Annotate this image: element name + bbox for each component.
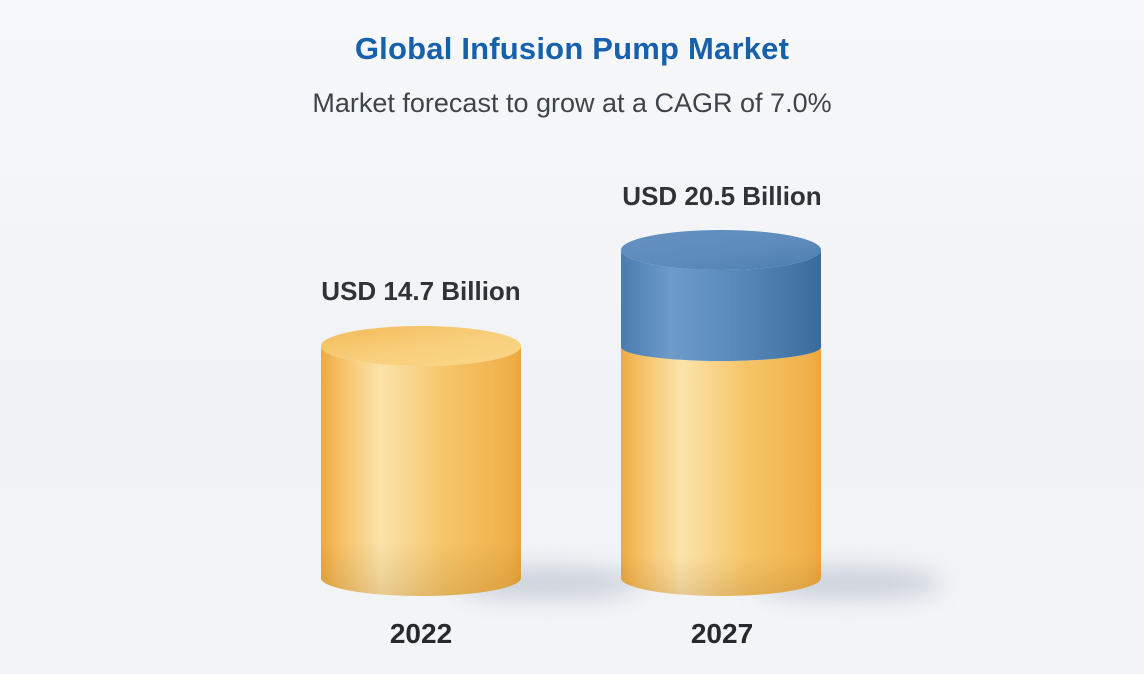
- category-label-2022: 2022: [389, 618, 453, 649]
- page-title: Global Infusion Pump Market: [354, 31, 790, 66]
- cylinder-2027-growth-segment: [621, 250, 821, 361]
- value-label-2027: USD 20.5 Billion: [622, 181, 822, 211]
- cylinder-2027-bottom-shade: [621, 347, 821, 596]
- cylinder-2022: [321, 326, 521, 596]
- cylinder-2022-top: [321, 326, 521, 366]
- page-subtitle: Market forecast to grow at a CAGR of 7.0…: [312, 88, 832, 118]
- category-label-2027: 2027: [690, 618, 754, 649]
- cylinder-2027: [621, 230, 821, 596]
- cylinder-2022-bottom-shade: [321, 346, 521, 596]
- value-label-2022: USD 14.7 Billion: [321, 276, 521, 306]
- cylinder-2027-top: [621, 230, 821, 270]
